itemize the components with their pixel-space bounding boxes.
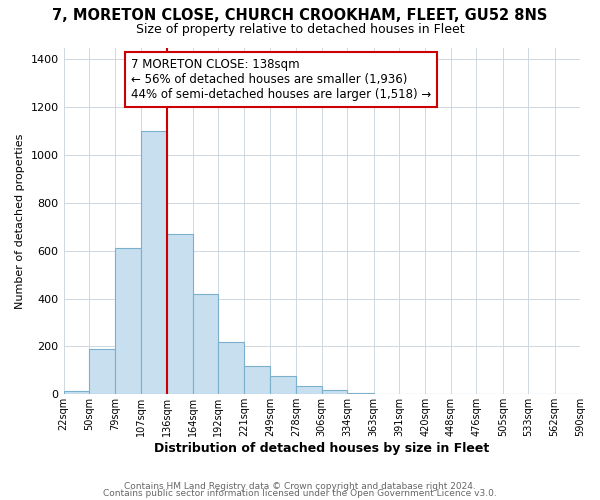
X-axis label: Distribution of detached houses by size in Fleet: Distribution of detached houses by size … [154, 442, 490, 455]
Text: 7 MORETON CLOSE: 138sqm
← 56% of detached houses are smaller (1,936)
44% of semi: 7 MORETON CLOSE: 138sqm ← 56% of detache… [131, 58, 431, 101]
Bar [218, 342, 244, 394]
Bar [115, 248, 141, 394]
Y-axis label: Number of detached properties: Number of detached properties [15, 133, 25, 308]
Bar [141, 131, 167, 394]
Bar [193, 294, 218, 394]
Text: 7, MORETON CLOSE, CHURCH CROOKHAM, FLEET, GU52 8NS: 7, MORETON CLOSE, CHURCH CROOKHAM, FLEET… [52, 8, 548, 22]
Bar [167, 234, 193, 394]
Text: Contains public sector information licensed under the Open Government Licence v3: Contains public sector information licen… [103, 490, 497, 498]
Bar [322, 390, 347, 394]
Text: Size of property relative to detached houses in Fleet: Size of property relative to detached ho… [136, 22, 464, 36]
Bar [64, 390, 89, 394]
Bar [270, 376, 296, 394]
Bar [296, 386, 322, 394]
Text: Contains HM Land Registry data © Crown copyright and database right 2024.: Contains HM Land Registry data © Crown c… [124, 482, 476, 491]
Bar [244, 366, 270, 394]
Bar [89, 349, 115, 395]
Bar [347, 393, 374, 394]
